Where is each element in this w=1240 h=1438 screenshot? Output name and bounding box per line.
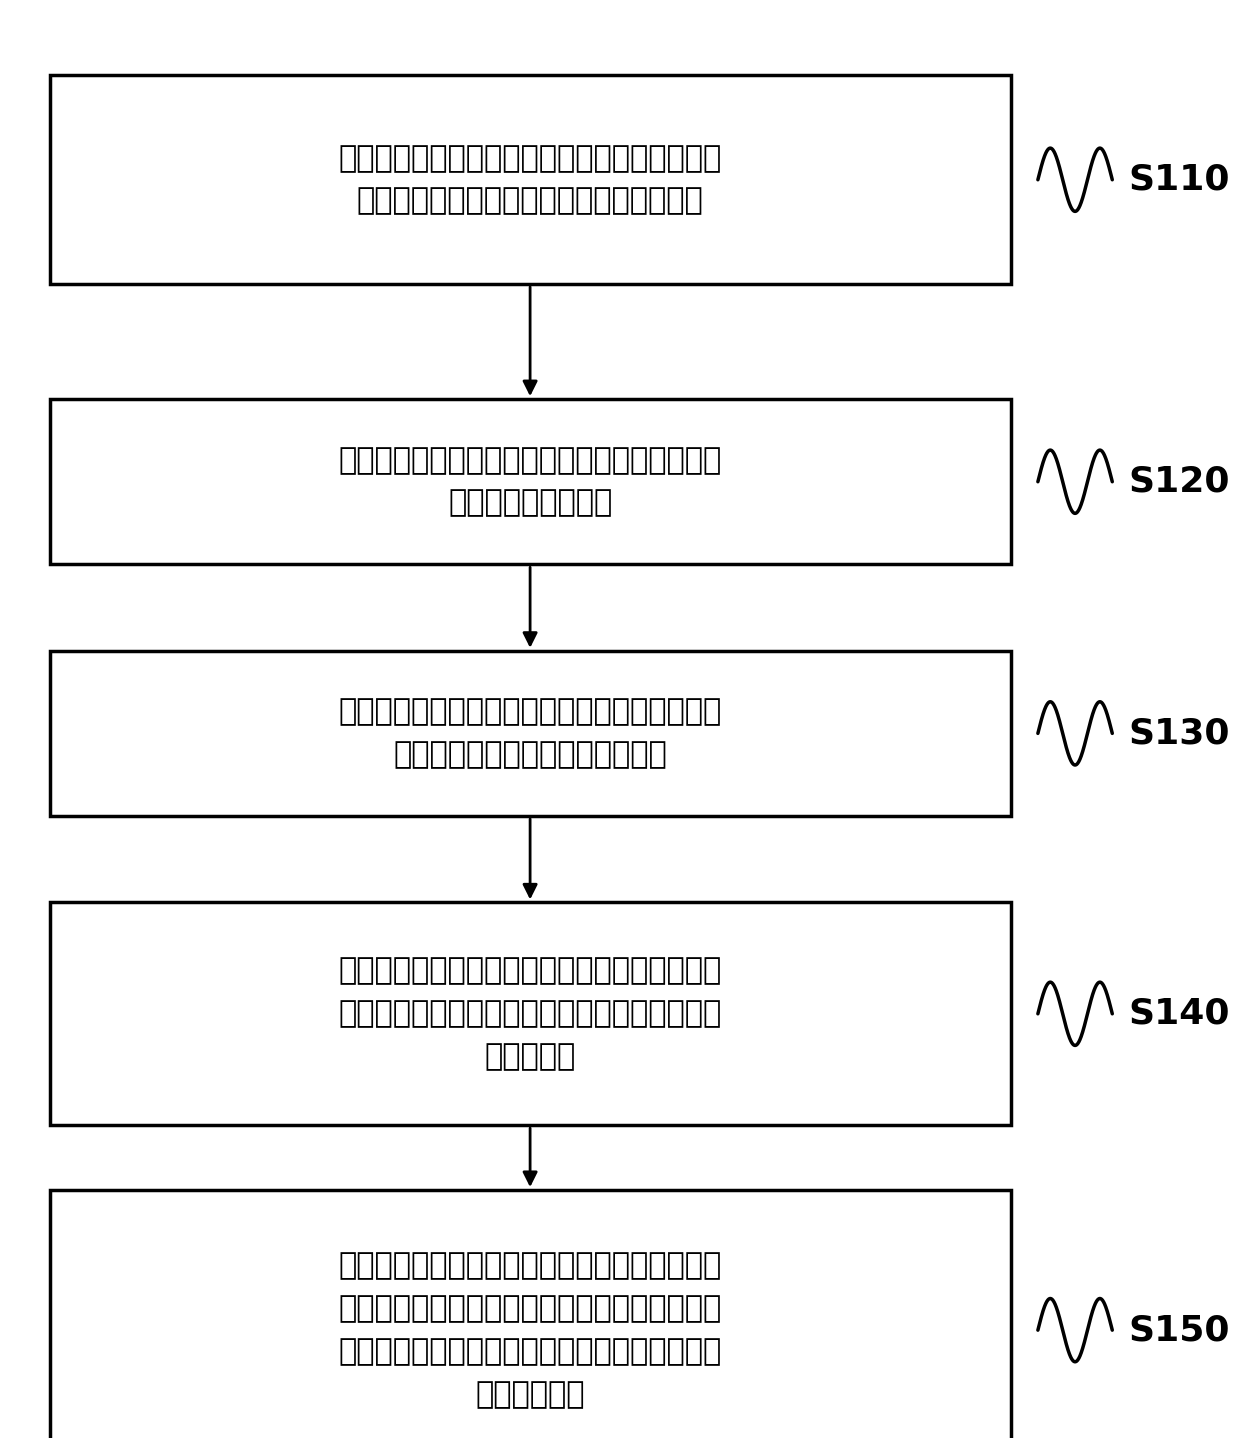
Text: 对封严结构进行受力形式工程分析，根据承载因
素将封严结构和动翼面划分为多个承载区域: 对封严结构进行受力形式工程分析，根据承载因 素将封严结构和动翼面划分为多个承载区… [339,144,722,216]
Text: 通过施加的非线性的几何大变形产生的力以及强
迫位移边界条件在多个承载区域上的作用，对多
个承载区域进行线性屈曲求解，得到线性屈曲模
型的求解结果: 通过施加的非线性的几何大变形产生的力以及强 迫位移边界条件在多个承载区域上的作用… [339,1251,722,1409]
Text: S150: S150 [1128,1313,1230,1347]
Text: S120: S120 [1128,464,1230,499]
Text: S130: S130 [1128,716,1230,751]
Text: S140: S140 [1128,997,1230,1031]
Text: 对多个承载区域进行前处理建模，建立每个承载
区域的线性屈曲模型: 对多个承载区域进行前处理建模，建立每个承载 区域的线性屈曲模型 [339,446,722,518]
Bar [50,650,1011,817]
Bar [50,400,1011,564]
Text: 对多个承载区域施加非线性的几何大变形产生的
力，并对固定翼后缘和动翼面主结构施加强迫位
移边界条件: 对多个承载区域施加非线性的几何大变形产生的 力，并对固定翼后缘和动翼面主结构施加… [339,956,722,1071]
Text: 根据承载因素对多个承载区域进行网格划分，模
拟承载区域的屈曲边界或受力状态: 根据承载因素对多个承载区域进行网格划分，模 拟承载区域的屈曲边界或受力状态 [339,697,722,769]
Bar [50,903,1011,1125]
Text: S110: S110 [1128,162,1230,197]
Bar [50,76,1011,285]
Bar [50,1191,1011,1438]
